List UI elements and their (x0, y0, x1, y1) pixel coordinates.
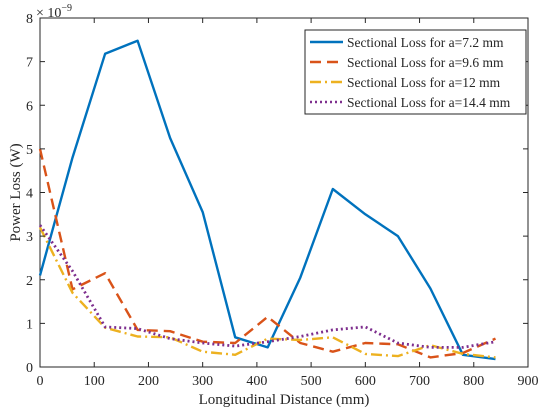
legend-label-2: Sectional Loss for a=9.6 mm (347, 55, 504, 70)
y-axis-multiplier-base: × 10 (36, 6, 61, 21)
series-line-4 (38, 224, 496, 349)
x-tick-label: 200 (138, 374, 159, 389)
legend-label-1: Sectional Loss for a=7.2 mm (347, 35, 504, 50)
x-axis: 0 100 200 300 400 500 600 700 800 900 (37, 18, 539, 389)
x-tick-label: 100 (84, 374, 105, 389)
x-tick-label: 800 (463, 374, 484, 389)
series-line-1 (38, 39, 496, 361)
y-tick-label: 8 (26, 12, 33, 27)
y-axis-multiplier: × 10−9 (36, 3, 72, 21)
series-line-2 (38, 148, 496, 359)
x-tick-label: 900 (518, 374, 539, 389)
x-axis-label: Longitudinal Distance (mm) (199, 392, 370, 408)
legend-box (304, 29, 527, 115)
x-tick-label: 700 (409, 374, 430, 389)
x-tick-label: 400 (246, 374, 267, 389)
x-tick-label: 500 (301, 374, 322, 389)
series-layer (38, 39, 496, 361)
y-tick-label: 2 (26, 274, 33, 289)
x-tick-label: 600 (355, 374, 376, 389)
y-axis-label: Power Loss (W) (8, 143, 24, 241)
legend: Sectional Loss for a=7.2 mm Sectional Los… (304, 29, 527, 115)
x-tick-label: 0 (37, 374, 44, 389)
y-tick-label: 7 (26, 56, 33, 71)
y-tick-label: 5 (26, 143, 33, 158)
y-tick-label: 3 (26, 230, 33, 245)
series-line-3 (38, 226, 496, 359)
legend-label-3: Sectional Loss for a=12 mm (347, 75, 501, 90)
x-tick-label: 300 (192, 374, 213, 389)
y-tick-label: 0 (26, 361, 33, 376)
legend-label-4: Sectional Loss for a=14.4 mm (347, 95, 511, 110)
y-tick-label: 4 (26, 187, 33, 202)
y-axis: 0 1 2 3 4 5 6 7 8 (26, 12, 528, 376)
y-axis-multiplier-exponent: −9 (61, 3, 72, 14)
y-tick-label: 1 (26, 317, 33, 332)
y-tick-label: 6 (26, 99, 33, 114)
